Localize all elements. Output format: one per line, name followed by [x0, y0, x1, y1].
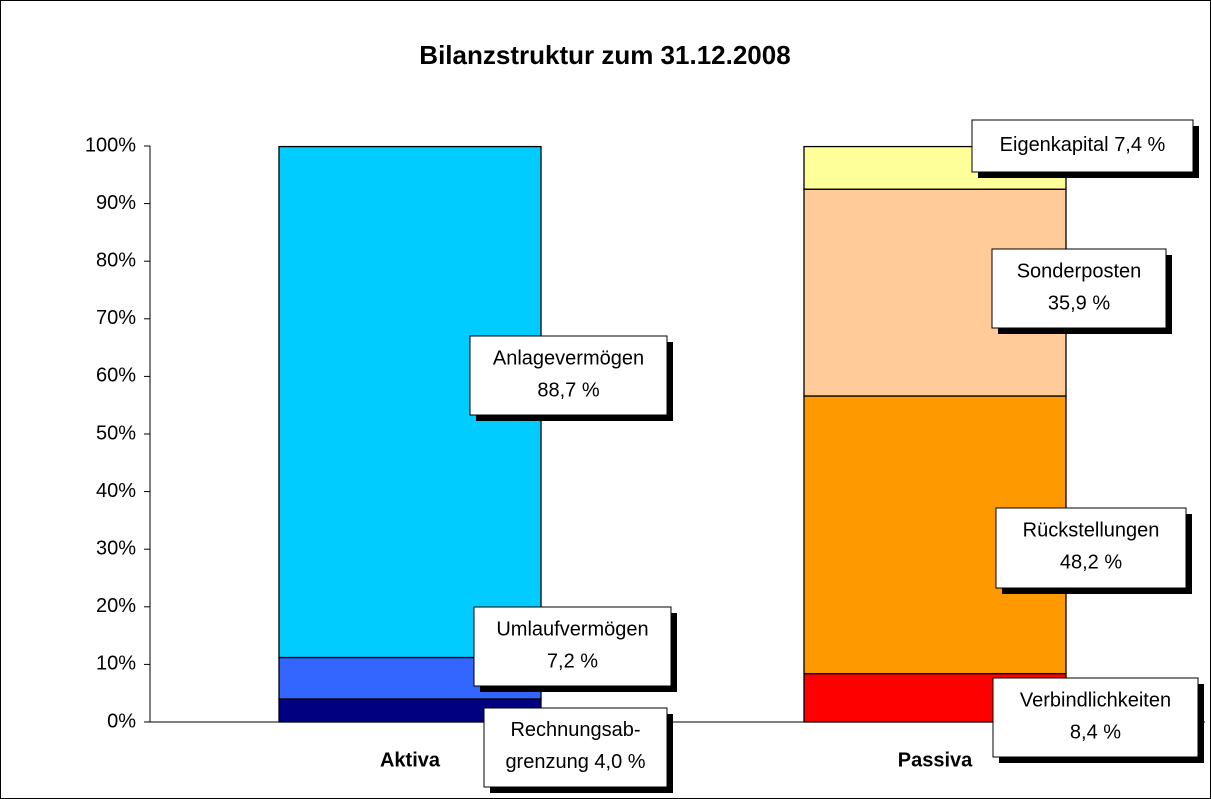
label-box — [991, 248, 1167, 329]
label-box — [992, 677, 1199, 758]
label-box — [995, 507, 1187, 589]
label-box — [971, 119, 1194, 173]
series-name: Rückstellungen — [1023, 519, 1160, 541]
value-label: 7,2 % — [547, 650, 598, 672]
name-part: grenzung — [505, 751, 594, 773]
label-box — [483, 707, 668, 788]
y-tick-label: 40% — [96, 480, 136, 502]
value-label: 7,4 % — [1114, 134, 1165, 156]
y-tick-label: 100% — [85, 134, 136, 156]
name-part: Rechnungsab- — [510, 719, 640, 741]
series-name: Sonderposten — [1017, 260, 1142, 282]
series-name: Anlagevermögen — [493, 347, 644, 369]
data-label: Eigenkapital 7,4 % — [971, 119, 1199, 178]
data-label: Umlaufvermögen 7,2 % — [473, 606, 677, 692]
x-tick-label: Passiva — [898, 749, 973, 771]
data-label: Rechnungsab-grenzung 4,0 % — [483, 707, 673, 793]
y-tick-label: 0% — [107, 710, 136, 732]
data-label: Verbindlichkeiten 8,4 % — [992, 677, 1204, 763]
value-label: 4,0 % — [594, 751, 645, 773]
y-tick-label: 70% — [96, 307, 136, 329]
series-name: Eigenkapital — [1000, 134, 1109, 156]
value-label: 35,9 % — [1048, 292, 1110, 314]
data-label: Rückstellungen 48,2 % — [995, 507, 1192, 594]
series-name: Rechnungsab-grenzung 4,0 % — [505, 719, 645, 773]
label-box — [473, 606, 672, 687]
series-name: Verbindlichkeiten — [1020, 689, 1171, 711]
value-label: 8,4 % — [1070, 721, 1121, 743]
y-tick-label: 50% — [96, 422, 136, 444]
y-tick-label: 60% — [96, 365, 136, 387]
y-tick-label: 30% — [96, 537, 136, 559]
x-tick-label: Aktiva — [380, 749, 441, 771]
label-text: Eigenkapital 7,4 % — [1000, 134, 1166, 156]
y-tick-label: 20% — [96, 595, 136, 617]
chart-title: Bilanzstruktur zum 31.12.2008 — [419, 40, 790, 70]
y-tick-label: 10% — [96, 653, 136, 675]
y-tick-label: 80% — [96, 249, 136, 271]
label-box — [469, 335, 668, 416]
value-label: 88,7 % — [537, 379, 599, 401]
series-name: Umlaufvermögen — [496, 618, 648, 640]
value-label: 48,2 % — [1060, 551, 1122, 573]
data-label: Anlagevermögen 88,7 % — [469, 335, 673, 421]
data-label: Sonderposten 35,9 % — [991, 248, 1172, 334]
y-tick-label: 90% — [96, 192, 136, 214]
